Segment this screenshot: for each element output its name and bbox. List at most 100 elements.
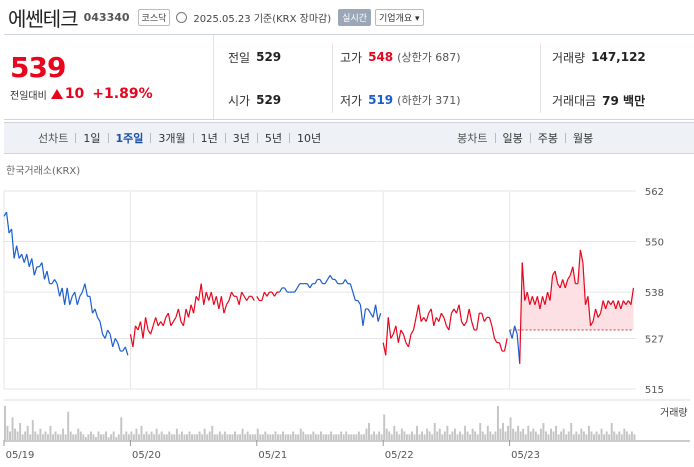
price-line-segment: [402, 334, 407, 343]
volume-bar: [105, 431, 108, 440]
x-tick-label: 05/19: [6, 450, 35, 461]
low-label: 저가: [340, 93, 363, 108]
price-line-segment: [562, 279, 566, 289]
price-line-segment: [117, 342, 121, 352]
period-10y[interactable]: 10년: [297, 132, 322, 145]
volume-bar: [87, 434, 90, 440]
volume-bar: [476, 434, 479, 440]
price-line-segment: [539, 296, 544, 310]
price-line-segment: [134, 325, 139, 331]
price-line-segment: [324, 279, 329, 284]
volume-bar: [428, 431, 431, 440]
price-line-segment: [455, 304, 460, 314]
realtime-button[interactable]: 실시간: [338, 8, 372, 26]
price-line-segment: [567, 274, 571, 280]
price-line-segment: [10, 228, 15, 259]
volume-bar: [441, 434, 444, 440]
divider: [289, 133, 291, 143]
company-info-dropdown[interactable]: 기업개요 ▾: [375, 8, 424, 26]
volume-bar: [403, 431, 406, 440]
volume-bar: [69, 431, 72, 440]
volume-bar: [52, 434, 54, 440]
price-line-segment: [390, 333, 394, 339]
price-line-segment: [51, 279, 56, 284]
volume-bar: [239, 434, 242, 440]
volume-bar: [279, 434, 282, 440]
volume-bar: [201, 434, 204, 440]
volume-bar: [274, 431, 277, 440]
price-line-segment: [549, 275, 554, 301]
price-line-segment: [31, 258, 35, 276]
price-line-segment: [187, 304, 192, 318]
volume-bar: [186, 434, 188, 440]
price-line-segment: [572, 266, 576, 284]
volume-bar: [112, 431, 115, 440]
volume-bar: [39, 428, 42, 440]
volume-bar: [24, 431, 27, 440]
volume-bar: [608, 434, 611, 440]
volume-bar: [120, 417, 123, 440]
volume-bar: [213, 434, 216, 440]
y-tick-label: 550: [645, 238, 664, 249]
candle-daily[interactable]: 일봉: [502, 132, 523, 145]
volume-bar: [532, 428, 535, 440]
volume-bar: [100, 434, 102, 440]
volume-bar: [598, 434, 601, 440]
volume-bar: [527, 425, 530, 440]
volume-bar: [587, 425, 590, 440]
volume-bar: [261, 434, 264, 440]
volume-bar: [46, 434, 49, 440]
volume-bar: [484, 434, 487, 440]
volume-bar: [115, 437, 118, 440]
chevron-down-icon: ▾: [415, 13, 420, 24]
volume-bar: [499, 428, 502, 440]
volume-bar: [41, 434, 44, 440]
volume-bar: [469, 434, 472, 440]
price-line-segment: [21, 254, 25, 263]
stats-grid: 전일 529 고가 548 (상한가 687) 거래량 147,122 시가 5…: [214, 35, 694, 119]
divider: [565, 133, 567, 143]
period-3m[interactable]: 3개월: [158, 132, 186, 145]
volume-bar: [206, 434, 209, 440]
price-line-segment: [387, 317, 392, 339]
volume-bar: [570, 423, 573, 440]
period-5y[interactable]: 5년: [264, 132, 283, 145]
price-line-segment: [41, 262, 46, 280]
period-3y[interactable]: 3년: [232, 132, 250, 145]
volume-bar: [567, 431, 570, 440]
volume-bar: [284, 434, 287, 440]
volume-bar: [628, 434, 631, 440]
volume-bar: [610, 423, 613, 440]
price-line-segment: [205, 291, 210, 301]
price-line-segment: [306, 283, 311, 289]
price-line-segment: [225, 300, 230, 306]
price-line-segment: [377, 312, 382, 322]
price-line-segment: [630, 287, 635, 305]
volume-bar: [57, 434, 60, 440]
candle-monthly[interactable]: 월봉: [573, 132, 594, 145]
volume-bar: [393, 425, 396, 440]
volume-bar: [335, 434, 338, 440]
volume-bar: [547, 434, 550, 440]
price-line-segment: [223, 304, 228, 314]
volume-bar: [479, 423, 482, 440]
period-1y[interactable]: 1년: [200, 132, 218, 145]
price-line-segment: [440, 312, 445, 318]
price-line-segment: [84, 283, 89, 297]
period-1w[interactable]: 1주일: [115, 132, 144, 145]
volume-bar: [150, 431, 153, 440]
volume-bar: [342, 434, 345, 440]
volume-bar: [623, 428, 626, 440]
volume-bar: [158, 434, 161, 440]
price-line-segment: [526, 291, 531, 305]
price-line-segment: [443, 317, 447, 326]
price-line-segment: [26, 254, 30, 267]
price-line-segment: [428, 308, 432, 314]
volume-bar: [266, 434, 269, 440]
volume-bar: [117, 434, 120, 440]
price-line-segment: [627, 300, 632, 306]
volume-bar: [140, 425, 143, 440]
price-line-segment: [33, 266, 38, 276]
period-1d[interactable]: 1일: [83, 132, 101, 145]
candle-weekly[interactable]: 주봉: [537, 132, 559, 145]
